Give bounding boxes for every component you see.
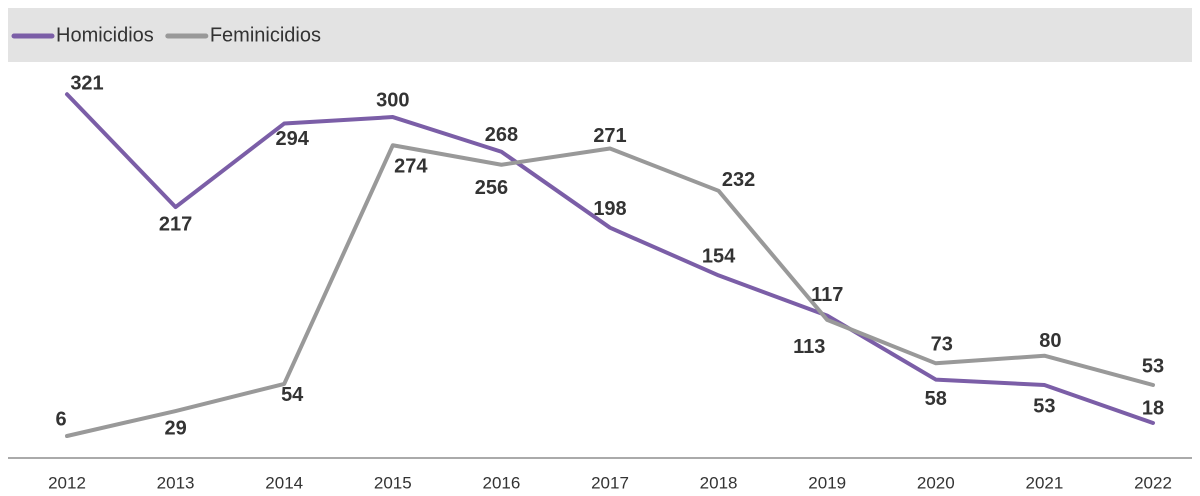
data-label: 29 [164,417,186,439]
x-tick-label: 2014 [265,473,303,492]
series-line [65,92,1155,425]
data-label: 271 [593,125,626,147]
x-tick-label: 2021 [1025,473,1063,492]
data-label: 6 [55,408,66,430]
x-tick-label: 2020 [917,473,955,492]
series-line [65,143,1155,438]
data-label: 274 [394,156,428,178]
data-label: 217 [159,213,192,235]
data-label: 294 [276,128,310,150]
x-tick-label: 2018 [700,473,738,492]
data-label: 53 [1033,395,1055,417]
x-tick-label: 2019 [808,473,846,492]
data-label: 198 [593,198,626,220]
x-tick-label: 2015 [374,473,412,492]
data-label: 58 [925,388,947,410]
x-tick-label: 2022 [1134,473,1172,492]
data-label: 53 [1142,355,1164,377]
legend-label: Feminicidios [210,24,321,46]
data-label: 256 [475,177,508,199]
x-tick-label: 2016 [482,473,520,492]
data-label: 154 [702,246,736,268]
x-tick-label: 2013 [157,473,195,492]
data-label: 117 [811,284,843,306]
data-label: 73 [931,334,953,356]
data-label: 113 [793,336,825,358]
data-label: 18 [1142,397,1164,419]
x-tick-label: 2012 [48,473,86,492]
legend-label: Homicidios [56,24,154,46]
data-label: 300 [376,89,409,111]
data-label: 268 [485,124,518,146]
data-label: 80 [1039,330,1061,352]
data-label: 321 [70,73,103,95]
x-tick-label: 2017 [591,473,629,492]
data-label: 232 [722,169,755,191]
data-label: 54 [281,384,304,406]
